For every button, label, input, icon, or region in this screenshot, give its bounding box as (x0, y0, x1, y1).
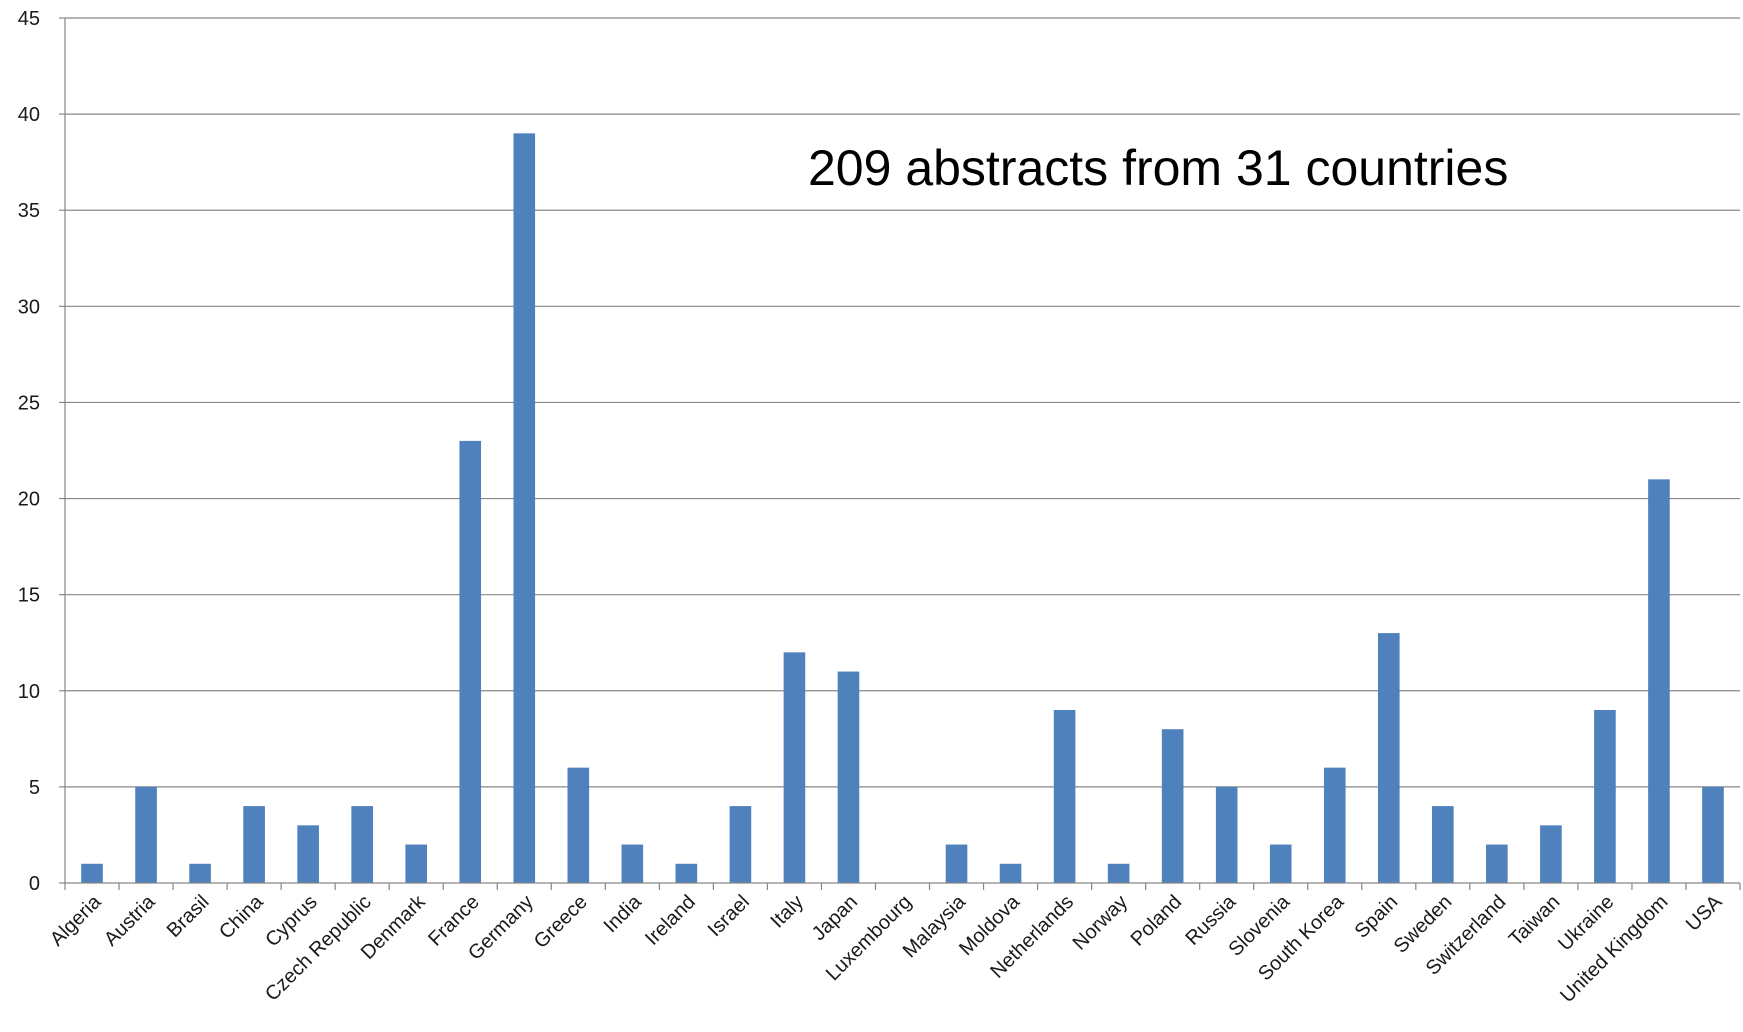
bar-malaysia (945, 844, 968, 883)
x-tick-label: USA (1682, 891, 1727, 936)
x-tick-label: Israel (704, 891, 754, 941)
bars (81, 133, 1724, 884)
bar-japan (837, 671, 860, 883)
bar-norway (1107, 863, 1130, 883)
y-tick-label: 20 (18, 489, 40, 511)
x-tick-label: India (600, 890, 647, 937)
bar-united-kingdom (1648, 479, 1670, 883)
x-tick-label: Austria (100, 890, 160, 950)
bar-spain (1377, 633, 1400, 883)
x-tick-label: Spain (1351, 891, 1403, 943)
bar-ukraine (1594, 710, 1616, 883)
axes (59, 17, 1741, 890)
y-tick-label: 30 (18, 296, 40, 318)
y-axis-tick-labels: 0 5 10 15 20 25 30 35 40 45 (18, 8, 40, 895)
bar-switzerland (1486, 844, 1508, 883)
bar-germany (513, 133, 536, 884)
chart-annotation: 209 abstracts from 31 countries (808, 140, 1508, 196)
bar-south-korea (1323, 767, 1346, 883)
bar-moldova (999, 863, 1022, 883)
bar-ireland (675, 863, 698, 883)
x-tick-label: Brasil (163, 891, 214, 942)
y-tick-label: 0 (29, 873, 40, 895)
bar-poland (1161, 729, 1184, 883)
bar-greece (567, 767, 590, 883)
bar-cyprus (297, 825, 319, 883)
bar-russia (1215, 786, 1238, 883)
y-tick-label: 5 (29, 777, 40, 799)
y-tick-label: 35 (18, 200, 40, 222)
bar-usa (1702, 786, 1724, 883)
bar-slovenia (1269, 844, 1292, 883)
x-tick-label: Ireland (641, 891, 700, 950)
x-tick-label: Norway (1069, 891, 1132, 954)
x-tick-label: Poland (1127, 891, 1187, 951)
bar-india (621, 844, 644, 883)
bar-austria (135, 786, 157, 883)
bar-israel (729, 806, 752, 883)
x-tick-label: Italy (766, 891, 807, 932)
bar-denmark (405, 844, 428, 883)
x-tick-label: Greece (530, 891, 592, 953)
y-tick-label: 40 (18, 104, 40, 126)
bar-netherlands (1053, 710, 1076, 883)
bar-taiwan (1540, 825, 1562, 883)
bar-czech-republic (351, 806, 373, 883)
bar-brasil (189, 863, 211, 883)
x-tick-label: Algeria (46, 890, 106, 950)
gridlines (65, 17, 1740, 788)
y-tick-label: 15 (18, 585, 40, 607)
y-tick-label: 45 (18, 8, 40, 30)
bar-italy (783, 652, 806, 883)
bar-china (243, 806, 265, 883)
bar-france (459, 440, 482, 883)
y-tick-label: 25 (18, 392, 40, 414)
bar-algeria (81, 863, 103, 883)
y-tick-label: 10 (18, 681, 40, 703)
bar-sweden (1432, 806, 1454, 883)
